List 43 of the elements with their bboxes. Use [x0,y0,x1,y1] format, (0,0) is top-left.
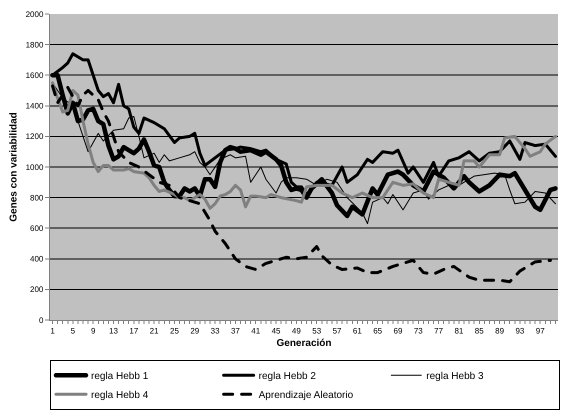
legend-label: regla Hebb 2 [258,371,316,382]
x-tick-label: 65 [373,326,383,336]
y-tick-label: 2000 [26,10,44,19]
x-tick-label: 73 [414,326,424,336]
y-tick-label: 0 [38,316,44,325]
y-tick-label: 800 [30,193,44,202]
legend-label: regla Hebb 4 [91,390,149,402]
y-tick-label: 1200 [26,132,44,142]
x-tick-label: 97 [536,326,546,336]
x-tick-label: 13 [109,326,118,336]
x-tick-label: 37 [230,326,240,336]
y-tick-label: 1000 [26,162,44,172]
y-tick-label: 1800 [26,40,44,50]
x-axis-title: Generación [276,338,332,350]
x-tick-label: 93 [515,326,525,336]
y-tick-label: 200 [30,285,44,294]
x-tick-label: 69 [394,326,403,336]
x-tick-label: 21 [150,326,160,336]
y-axis-title: Genes con variabilidad [8,112,20,222]
x-tick-label: 45 [272,326,282,336]
x-tick-label: 89 [495,326,505,336]
x-tick-label: 29 [190,326,200,336]
legend-label: regla Hebb 3 [426,371,484,382]
x-tick-label: 9 [90,326,96,336]
y-tick-label: 1600 [26,71,44,80]
x-tick-label: 81 [454,326,464,336]
x-tick-label: 61 [352,326,362,336]
legend-label: Aprendizaje Aleatorio [258,390,354,402]
y-tick-label: 1400 [26,102,44,111]
x-tick-label: 1 [50,326,56,336]
x-tick-label: 85 [474,326,484,336]
x-tick-label: 33 [210,326,220,336]
legend-label: regla Hebb 1 [91,371,149,382]
x-tick-label: 77 [434,326,444,336]
x-tick-label: 53 [312,326,322,336]
x-tick-label: 49 [292,326,302,336]
x-tick-label: 5 [70,326,76,336]
y-tick-label: 600 [30,224,44,233]
y-tick-label: 400 [30,254,44,264]
x-tick-label: 41 [251,326,261,336]
x-tick-label: 17 [129,326,139,336]
x-tick-label: 25 [170,326,180,336]
x-tick-label: 57 [332,326,342,336]
